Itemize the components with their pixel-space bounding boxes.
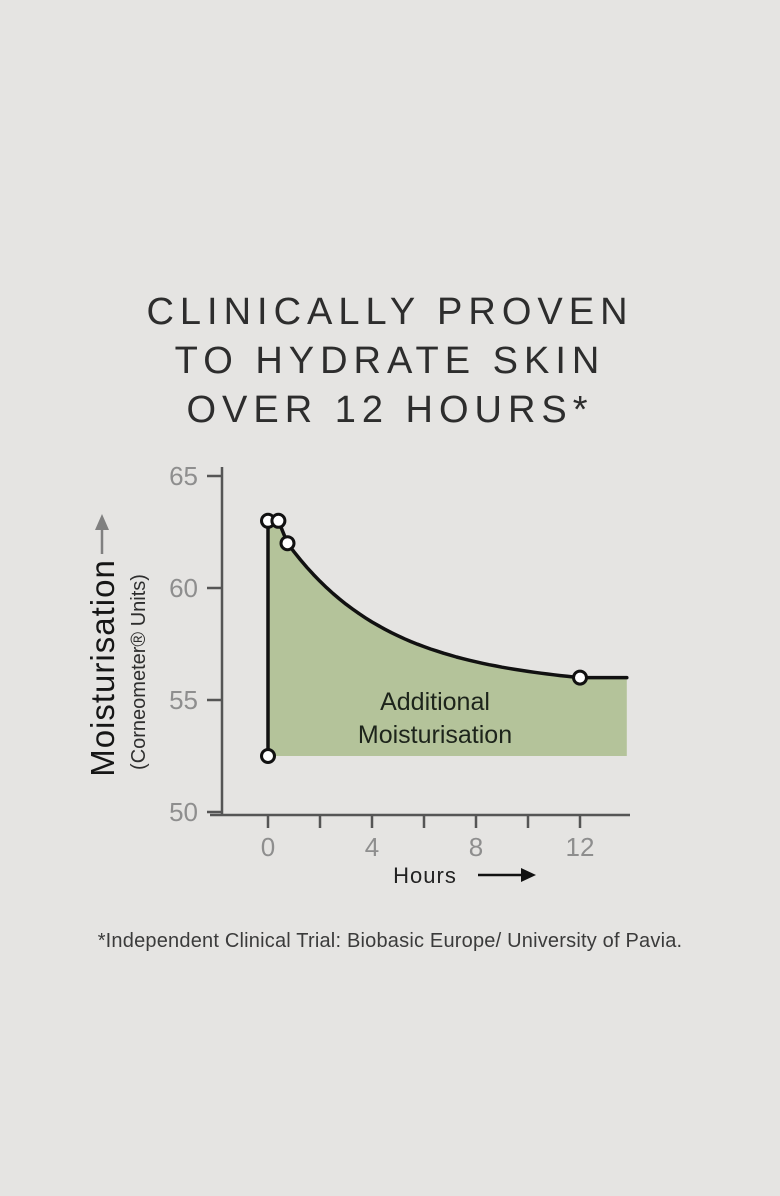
- data-point-marker: [260, 748, 276, 764]
- page-title: CLINICALLY PROVEN TO HYDRATE SKIN OVER 1…: [146, 291, 634, 431]
- data-point-marker: [279, 535, 296, 552]
- y-axis-label: Moisturisation: [84, 559, 121, 777]
- y-axis-arrow-icon: [95, 514, 109, 530]
- y-axis-tick-label: 55: [169, 685, 198, 715]
- chart-area-fill: [268, 520, 627, 756]
- y-axis-tick-label: 65: [169, 461, 198, 491]
- x-axis-label: Hours: [393, 863, 457, 888]
- x-axis-tick-label: 8: [469, 832, 483, 862]
- data-point-marker: [270, 512, 287, 529]
- area-label: Additional Moisturisation: [358, 688, 512, 749]
- footnote: *Independent Clinical Trial: Biobasic Eu…: [97, 930, 683, 952]
- x-axis-tick-label: 12: [566, 832, 595, 862]
- hydration-chart-svg: 50 55 60 65 0 4 8 12 Additional Moisturisation Hou…: [84, 461, 630, 888]
- hydration-chart: 50 55 60 65 0 4 8 12 Additional Moisturisation Hou…: [40, 440, 700, 910]
- y-axis-tick-label: 50: [169, 797, 198, 827]
- x-axis-tick-label: 4: [365, 832, 379, 862]
- moisturisation-curve: [266, 519, 629, 758]
- x-axis-arrow-icon: [521, 868, 536, 882]
- y-axis-tick-label: 60: [169, 573, 198, 603]
- y-axis-unit-label: (Corneometer® Units): [128, 574, 150, 770]
- data-point-marker: [572, 669, 588, 686]
- x-axis-tick-label: 0: [261, 832, 275, 862]
